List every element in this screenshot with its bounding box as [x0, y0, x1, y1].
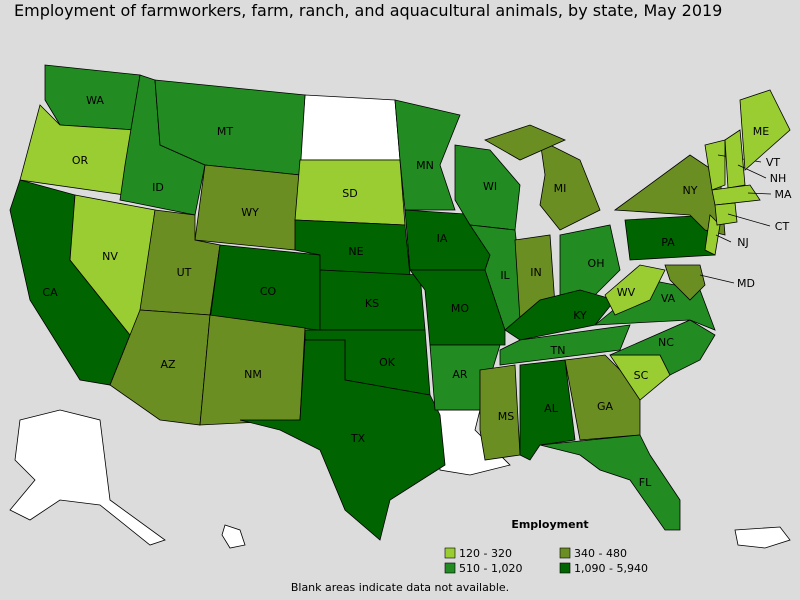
- state-label: MD: [737, 277, 755, 290]
- legend-title: Employment: [511, 518, 588, 531]
- state-label: UT: [177, 266, 192, 279]
- legend-label: 340 - 480: [574, 547, 627, 560]
- state-shape: [564, 354, 641, 441]
- state-label: OK: [379, 356, 396, 369]
- state-label: OR: [72, 154, 89, 167]
- state-label: NY: [683, 184, 698, 197]
- state-label: OH: [588, 257, 605, 270]
- leader-line: [747, 192, 772, 195]
- state-label: ME: [753, 125, 769, 138]
- state-label: IN: [530, 266, 541, 279]
- state-shape: [724, 129, 746, 189]
- legend-swatch: [444, 547, 456, 559]
- state-label: NE: [348, 245, 363, 258]
- state-label: TX: [350, 432, 366, 445]
- state-shape: [239, 339, 446, 541]
- state-label: TN: [550, 344, 566, 357]
- state-shape: [499, 324, 631, 366]
- state-no-data: [9, 409, 166, 546]
- state-label: NC: [658, 336, 674, 349]
- state-label: KY: [573, 309, 587, 322]
- state-label: KS: [365, 297, 379, 310]
- state-label: PA: [661, 236, 675, 249]
- state-label: VA: [661, 292, 676, 305]
- state-no-data: [221, 524, 246, 549]
- state-shape: [484, 124, 566, 161]
- state-shape: [711, 184, 761, 206]
- states: WA OR CA NV ID MT WY UT AZ CO NM SD NE KS OK TX MN IA MO AR…: [9, 64, 792, 541]
- state-label: SC: [634, 369, 649, 382]
- state-label: WA: [86, 94, 104, 107]
- state-label: CT: [775, 220, 790, 233]
- state-label: SD: [342, 187, 357, 200]
- state-label: GA: [597, 400, 614, 413]
- state-shape: [604, 264, 666, 316]
- state-label: MA: [774, 188, 791, 201]
- state-label: AR: [452, 368, 468, 381]
- state-shape: [739, 89, 791, 171]
- state-label: NV: [102, 250, 118, 263]
- legend-swatch: [559, 547, 571, 559]
- state-shape: [479, 364, 521, 461]
- state-shape: [539, 139, 601, 231]
- state-label: IA: [437, 232, 448, 245]
- state-label: WY: [241, 206, 259, 219]
- state-label: CO: [260, 285, 277, 298]
- state-label: NJ: [737, 236, 748, 249]
- state-label: MS: [498, 410, 514, 423]
- leader-line: [727, 213, 771, 227]
- state-shape: [664, 264, 706, 301]
- legend-label: 510 - 1,020: [459, 562, 522, 575]
- footnote: Blank areas indicate data not available.: [291, 581, 509, 594]
- state-label: MO: [451, 302, 469, 315]
- state-label: IL: [500, 269, 510, 282]
- state-label: MI: [554, 182, 567, 195]
- state-shape: [539, 434, 681, 531]
- state-label: NH: [770, 172, 787, 185]
- leader-line: [699, 274, 735, 284]
- state-no-data: [299, 94, 401, 161]
- legend-label: 1,090 - 5,940: [574, 562, 648, 575]
- state-label: WV: [617, 286, 636, 299]
- state-shape: [714, 202, 738, 226]
- state-shape: [394, 99, 461, 211]
- state-label: ID: [152, 181, 164, 194]
- map-title: Employment of farmworkers, farm, ranch, …: [14, 1, 722, 20]
- legend-label: 120 - 320: [459, 547, 512, 560]
- state-label: MT: [217, 125, 233, 138]
- state-shape: [559, 224, 621, 301]
- state-label: MN: [416, 159, 434, 172]
- legend-swatch: [444, 562, 456, 574]
- state-label: WI: [483, 180, 497, 193]
- leader-line: [715, 234, 732, 243]
- state-label: CA: [42, 286, 58, 299]
- legend: 120 - 320 340 - 480 510 - 1,020 1,090 - 5,9…: [444, 547, 648, 575]
- state-label: FL: [639, 476, 652, 489]
- state-shape: [613, 154, 726, 236]
- state-label: AZ: [160, 358, 176, 371]
- state-shape: [704, 139, 726, 191]
- leader-line: [737, 164, 767, 179]
- state-no-data: [734, 526, 791, 549]
- state-label: AL: [544, 402, 559, 415]
- state-label: NM: [244, 368, 262, 381]
- legend-swatch: [559, 562, 571, 574]
- state-label: VT: [766, 156, 781, 169]
